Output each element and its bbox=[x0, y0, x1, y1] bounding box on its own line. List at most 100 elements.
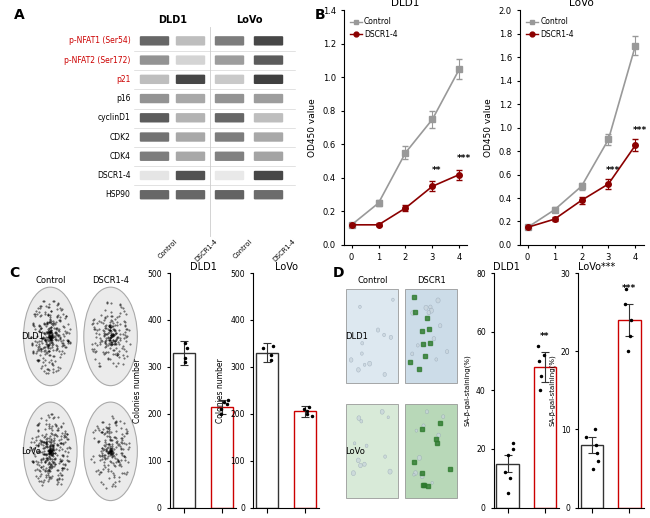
Ellipse shape bbox=[354, 442, 356, 445]
Y-axis label: SA-β-gal-staining(%): SA-β-gal-staining(%) bbox=[464, 354, 471, 426]
Y-axis label: Colonies number: Colonies number bbox=[216, 358, 225, 423]
FancyBboxPatch shape bbox=[140, 94, 169, 103]
FancyBboxPatch shape bbox=[140, 171, 169, 180]
Bar bbox=[255, 353, 278, 508]
Title: DLD1: DLD1 bbox=[190, 262, 216, 272]
FancyBboxPatch shape bbox=[214, 190, 244, 199]
FancyBboxPatch shape bbox=[214, 75, 244, 84]
Text: D: D bbox=[333, 266, 344, 280]
Text: p-NFAT1 (Ser54): p-NFAT1 (Ser54) bbox=[69, 36, 131, 46]
FancyBboxPatch shape bbox=[214, 152, 244, 161]
Text: cyclinD1: cyclinD1 bbox=[98, 113, 131, 122]
Ellipse shape bbox=[387, 416, 389, 419]
Ellipse shape bbox=[356, 368, 360, 372]
Ellipse shape bbox=[419, 472, 422, 476]
Ellipse shape bbox=[437, 433, 441, 438]
Text: DSCR1-4: DSCR1-4 bbox=[272, 238, 296, 263]
Ellipse shape bbox=[384, 455, 387, 458]
FancyBboxPatch shape bbox=[176, 113, 205, 122]
Ellipse shape bbox=[413, 471, 417, 476]
Ellipse shape bbox=[356, 458, 360, 463]
Bar bbox=[211, 407, 233, 508]
Ellipse shape bbox=[349, 358, 353, 362]
Ellipse shape bbox=[424, 305, 428, 310]
Text: CDK4: CDK4 bbox=[109, 152, 131, 161]
Ellipse shape bbox=[376, 328, 380, 332]
FancyBboxPatch shape bbox=[254, 113, 283, 122]
Text: DLD1: DLD1 bbox=[21, 332, 44, 341]
Ellipse shape bbox=[351, 471, 356, 476]
Ellipse shape bbox=[437, 442, 439, 445]
FancyBboxPatch shape bbox=[140, 152, 169, 161]
Ellipse shape bbox=[431, 481, 434, 484]
Ellipse shape bbox=[23, 402, 77, 500]
Ellipse shape bbox=[432, 337, 436, 341]
FancyBboxPatch shape bbox=[254, 190, 283, 199]
Text: ***: *** bbox=[456, 154, 471, 163]
Text: HSP90: HSP90 bbox=[105, 190, 131, 199]
Text: DLD1: DLD1 bbox=[344, 332, 368, 341]
Ellipse shape bbox=[388, 469, 392, 474]
Ellipse shape bbox=[360, 420, 363, 423]
FancyBboxPatch shape bbox=[140, 113, 169, 122]
Text: DLD1: DLD1 bbox=[493, 262, 521, 272]
Text: Control: Control bbox=[233, 238, 254, 260]
Bar bbox=[534, 367, 556, 508]
FancyBboxPatch shape bbox=[214, 132, 244, 142]
FancyBboxPatch shape bbox=[176, 75, 205, 84]
Ellipse shape bbox=[84, 287, 137, 386]
Text: DSCR1: DSCR1 bbox=[417, 276, 445, 284]
Ellipse shape bbox=[363, 363, 366, 366]
Ellipse shape bbox=[84, 402, 137, 500]
Y-axis label: SA-β-gal-staining(%): SA-β-gal-staining(%) bbox=[549, 354, 555, 426]
Ellipse shape bbox=[438, 324, 442, 328]
Ellipse shape bbox=[359, 305, 361, 309]
Ellipse shape bbox=[441, 415, 445, 419]
Bar bbox=[618, 320, 640, 508]
Ellipse shape bbox=[429, 308, 434, 313]
FancyBboxPatch shape bbox=[214, 55, 244, 65]
FancyBboxPatch shape bbox=[140, 132, 169, 142]
Text: LoVo: LoVo bbox=[236, 15, 262, 25]
FancyBboxPatch shape bbox=[346, 405, 398, 498]
Text: B: B bbox=[315, 8, 326, 22]
Ellipse shape bbox=[391, 298, 395, 301]
Text: CDK2: CDK2 bbox=[110, 133, 131, 141]
Text: p-NFAT2 (Ser172): p-NFAT2 (Ser172) bbox=[64, 55, 131, 65]
FancyBboxPatch shape bbox=[254, 55, 283, 65]
Ellipse shape bbox=[383, 372, 387, 377]
FancyBboxPatch shape bbox=[140, 55, 169, 65]
Ellipse shape bbox=[383, 333, 385, 337]
FancyBboxPatch shape bbox=[214, 36, 244, 46]
Ellipse shape bbox=[427, 310, 431, 315]
Text: **: ** bbox=[540, 332, 549, 340]
FancyBboxPatch shape bbox=[214, 94, 244, 103]
Ellipse shape bbox=[23, 287, 77, 386]
Text: LoVo***: LoVo*** bbox=[578, 262, 616, 272]
Ellipse shape bbox=[417, 455, 421, 461]
Text: DSCR1-4: DSCR1-4 bbox=[194, 238, 218, 263]
Ellipse shape bbox=[413, 473, 415, 476]
Bar bbox=[172, 353, 196, 508]
Ellipse shape bbox=[368, 361, 372, 366]
Ellipse shape bbox=[380, 409, 384, 414]
Ellipse shape bbox=[357, 416, 361, 421]
FancyBboxPatch shape bbox=[214, 113, 244, 122]
Bar bbox=[294, 411, 317, 508]
Text: ***: *** bbox=[632, 126, 647, 135]
Ellipse shape bbox=[425, 410, 428, 414]
Ellipse shape bbox=[421, 474, 424, 479]
Ellipse shape bbox=[417, 343, 419, 347]
Text: **: ** bbox=[432, 166, 441, 175]
Ellipse shape bbox=[363, 462, 366, 466]
Ellipse shape bbox=[445, 350, 448, 354]
Ellipse shape bbox=[389, 335, 393, 339]
FancyBboxPatch shape bbox=[254, 75, 283, 84]
Title: DLD1: DLD1 bbox=[391, 0, 420, 8]
Y-axis label: Colonies number: Colonies number bbox=[133, 358, 142, 423]
Legend: Control, DSCR1-4: Control, DSCR1-4 bbox=[523, 14, 577, 42]
Bar bbox=[581, 445, 603, 508]
Ellipse shape bbox=[415, 429, 418, 432]
Text: DSCR1-4: DSCR1-4 bbox=[97, 171, 131, 180]
Y-axis label: OD450 value: OD450 value bbox=[308, 98, 317, 157]
